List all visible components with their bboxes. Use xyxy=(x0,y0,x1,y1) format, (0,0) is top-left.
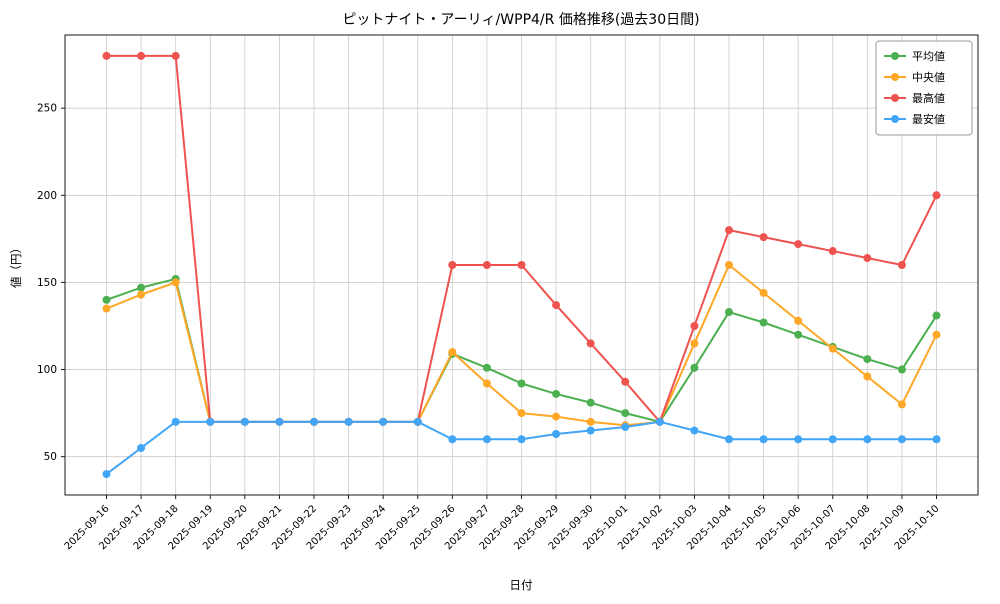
data-point xyxy=(621,377,630,386)
data-point xyxy=(586,426,595,435)
data-point xyxy=(137,443,146,452)
data-point xyxy=(828,435,837,444)
data-point xyxy=(725,435,733,444)
data-point xyxy=(897,400,906,409)
data-point xyxy=(863,355,872,364)
data-point xyxy=(794,316,803,325)
data-point xyxy=(448,348,457,357)
data-point xyxy=(621,423,630,432)
x-axis-label: 日付 xyxy=(510,578,533,592)
data-point xyxy=(517,261,526,269)
data-point xyxy=(102,304,111,313)
legend-item: 中央値 xyxy=(884,71,945,84)
data-point xyxy=(206,417,215,426)
chart-title: ピットナイト・アーリィ/WPP4/R 価格推移(過去30日間) xyxy=(342,12,699,28)
data-point xyxy=(863,372,872,381)
data-point xyxy=(690,426,699,435)
data-point xyxy=(448,435,457,444)
data-point xyxy=(586,417,595,426)
data-point xyxy=(240,417,249,426)
data-point xyxy=(171,278,180,287)
y-tick-label: 50 xyxy=(44,451,57,463)
data-point xyxy=(517,409,526,418)
data-point xyxy=(828,344,837,353)
legend-marker xyxy=(891,73,899,81)
y-tick-label: 150 xyxy=(37,277,57,289)
data-point xyxy=(690,339,699,348)
legend-marker xyxy=(891,115,899,123)
data-point xyxy=(102,470,111,479)
data-point xyxy=(275,417,284,426)
data-point xyxy=(137,51,146,60)
data-point xyxy=(932,311,941,320)
data-point xyxy=(897,261,906,269)
data-point xyxy=(828,247,837,256)
data-point xyxy=(932,330,941,339)
data-point xyxy=(759,233,768,242)
data-point xyxy=(690,321,699,330)
data-point xyxy=(725,261,733,269)
legend-label: 最高値 xyxy=(912,91,945,105)
data-point xyxy=(310,417,318,426)
data-point xyxy=(932,191,941,200)
data-point xyxy=(863,435,872,444)
y-tick-label: 200 xyxy=(37,190,57,202)
legend-box xyxy=(875,40,973,136)
data-point xyxy=(552,412,561,421)
y-tick-label: 250 xyxy=(37,103,57,115)
data-point xyxy=(621,409,630,418)
legend-item: 最安値 xyxy=(884,112,945,126)
data-point xyxy=(102,51,111,60)
series-layer xyxy=(102,51,941,479)
data-point xyxy=(586,398,595,407)
data-point xyxy=(171,417,180,426)
data-point xyxy=(482,363,491,372)
legend-marker xyxy=(891,94,899,102)
y-axis-label: 値（円） xyxy=(9,242,23,288)
data-point xyxy=(137,283,146,292)
legend-label: 中央値 xyxy=(912,71,945,84)
data-point xyxy=(517,379,526,388)
data-point xyxy=(482,379,491,388)
data-point xyxy=(379,417,388,426)
series-最安値 xyxy=(102,417,941,479)
y-tick-label: 100 xyxy=(37,364,57,376)
data-point xyxy=(759,435,768,444)
data-point xyxy=(482,261,491,269)
data-point xyxy=(137,290,146,299)
data-point xyxy=(897,365,906,374)
data-point xyxy=(413,417,422,426)
legend-label: 最安値 xyxy=(912,112,945,126)
data-point xyxy=(759,318,768,327)
legend-marker xyxy=(891,52,899,60)
data-point xyxy=(932,435,941,444)
data-point xyxy=(897,435,906,444)
data-point xyxy=(517,435,526,444)
data-point xyxy=(482,435,491,444)
data-point xyxy=(794,330,803,339)
data-point xyxy=(725,308,733,317)
data-point xyxy=(552,301,561,310)
legend-item: 最高値 xyxy=(884,91,945,105)
data-point xyxy=(794,435,803,444)
legend-label: 平均値 xyxy=(912,50,945,63)
data-point xyxy=(725,226,733,235)
data-point xyxy=(344,417,353,426)
data-point xyxy=(863,254,872,263)
data-point xyxy=(552,430,561,439)
data-point xyxy=(794,240,803,249)
data-point xyxy=(690,363,699,372)
data-point xyxy=(552,389,561,398)
data-point xyxy=(655,417,664,426)
data-point xyxy=(102,295,111,304)
legend-item: 平均値 xyxy=(884,50,945,63)
data-point xyxy=(759,288,768,297)
data-point xyxy=(171,51,180,60)
data-point xyxy=(586,339,595,348)
data-point xyxy=(448,261,457,269)
